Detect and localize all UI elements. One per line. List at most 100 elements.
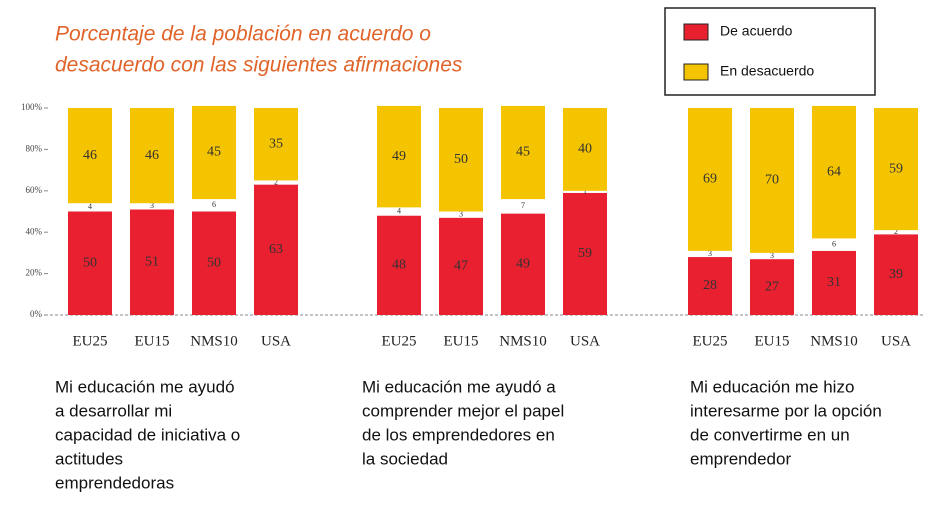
value-label: 4 xyxy=(397,206,401,215)
value-label: 50 xyxy=(83,255,97,270)
legend-label: En desacuerdo xyxy=(720,63,814,79)
bar-segment xyxy=(439,211,483,218)
value-label: 63 xyxy=(269,242,283,257)
value-label: 64 xyxy=(827,164,841,179)
bar-segment xyxy=(192,199,236,212)
bar-segment xyxy=(874,230,918,235)
bar-segment xyxy=(812,250,856,315)
value-label: 3 xyxy=(150,201,154,210)
value-label: 4 xyxy=(88,202,92,211)
caption: comprender mejor el papel xyxy=(362,401,564,420)
x-tick-label: USA xyxy=(261,333,291,349)
chart-title: Porcentaje de la población en acuerdo o xyxy=(55,23,431,46)
x-tick-label: EU15 xyxy=(135,333,170,349)
value-label: 70 xyxy=(765,173,779,188)
x-tick-label: EU25 xyxy=(382,333,417,349)
value-label: 46 xyxy=(83,148,97,163)
bar-segment xyxy=(130,108,174,204)
bar-segment xyxy=(439,108,483,212)
value-label: 46 xyxy=(145,148,159,163)
value-label: 6 xyxy=(212,200,216,209)
x-tick-label: EU15 xyxy=(755,333,790,349)
y-tick-label: 80% xyxy=(26,143,43,153)
caption: Mi educación me ayudó xyxy=(55,377,235,396)
bar-segment xyxy=(563,190,607,193)
bar-segment xyxy=(68,203,112,212)
bar-segment xyxy=(192,211,236,315)
bar-segment xyxy=(750,108,794,253)
value-label: 3 xyxy=(459,209,463,218)
caption: de los emprendedores en xyxy=(362,425,555,444)
bar-segment xyxy=(68,108,112,204)
caption: a desarrollar mi xyxy=(55,401,172,420)
value-label: 28 xyxy=(703,278,717,293)
value-label: 3 xyxy=(770,251,774,260)
caption: emprendedoras xyxy=(55,473,174,492)
bar-segment xyxy=(501,105,545,200)
bar-segment xyxy=(254,180,298,185)
bar-segment xyxy=(130,203,174,210)
x-tick-label: NMS10 xyxy=(499,333,547,349)
caption: capacidad de iniciativa o xyxy=(55,425,240,444)
chart-title: desacuerdo con las siguientes afirmacion… xyxy=(55,54,463,77)
x-tick-label: USA xyxy=(881,333,911,349)
bar-segment xyxy=(563,192,607,315)
value-label: 39 xyxy=(889,267,903,282)
bar-segment xyxy=(130,209,174,315)
caption: emprendedor xyxy=(690,449,791,468)
x-tick-label: EU25 xyxy=(73,333,108,349)
value-label: 7 xyxy=(521,201,525,210)
caption: actitudes xyxy=(55,449,123,468)
y-tick-label: 40% xyxy=(26,226,43,236)
x-tick-label: EU25 xyxy=(693,333,728,349)
value-label: 27 xyxy=(765,279,779,294)
y-tick-label: 20% xyxy=(26,268,43,278)
value-label: 31 xyxy=(827,275,841,290)
caption: interesarme por la opción xyxy=(690,401,882,420)
value-label: 50 xyxy=(207,255,221,270)
legend-swatch xyxy=(683,63,709,81)
value-label: 69 xyxy=(703,172,717,187)
legend-label: De acuerdo xyxy=(720,23,793,39)
y-tick-label: 60% xyxy=(26,185,43,195)
legend-box xyxy=(664,7,876,96)
bar-segment xyxy=(812,238,856,251)
bar-segment xyxy=(501,199,545,214)
bar-segment xyxy=(874,234,918,315)
value-label: 2 xyxy=(894,227,898,236)
x-tick-label: EU15 xyxy=(444,333,479,349)
bar-segment xyxy=(688,257,732,315)
value-label: 45 xyxy=(207,145,221,160)
bar-segment xyxy=(688,250,732,258)
bar-segment xyxy=(750,259,794,315)
value-label: 45 xyxy=(516,145,530,160)
bar-segment xyxy=(688,108,732,251)
caption: Mi educación me hizo xyxy=(690,377,854,396)
bar-segment xyxy=(254,108,298,181)
value-label: 6 xyxy=(832,239,836,248)
bar-segment xyxy=(192,105,236,200)
x-tick-label: NMS10 xyxy=(810,333,858,349)
value-label: 2 xyxy=(274,177,278,186)
bar-segment xyxy=(750,252,794,260)
bar-segment xyxy=(563,108,607,191)
value-label: 47 xyxy=(454,259,468,274)
value-label: 49 xyxy=(516,257,530,272)
bar-segment xyxy=(68,211,112,315)
value-label: 51 xyxy=(145,254,159,269)
caption: Mi educación me ayudó a xyxy=(362,377,556,396)
bar-segment xyxy=(501,213,545,315)
x-tick-label: NMS10 xyxy=(190,333,238,349)
x-tick-label: USA xyxy=(570,333,600,349)
caption: la sociedad xyxy=(362,449,448,468)
value-label: 40 xyxy=(578,142,592,157)
bar-segment xyxy=(874,108,918,231)
value-label: 50 xyxy=(454,152,468,167)
value-label: 1 xyxy=(583,187,587,196)
value-label: 49 xyxy=(392,149,406,164)
bar-segment xyxy=(377,215,421,315)
value-label: 59 xyxy=(578,246,592,261)
y-tick-label: 0% xyxy=(30,309,43,319)
bar-segment xyxy=(254,184,298,315)
